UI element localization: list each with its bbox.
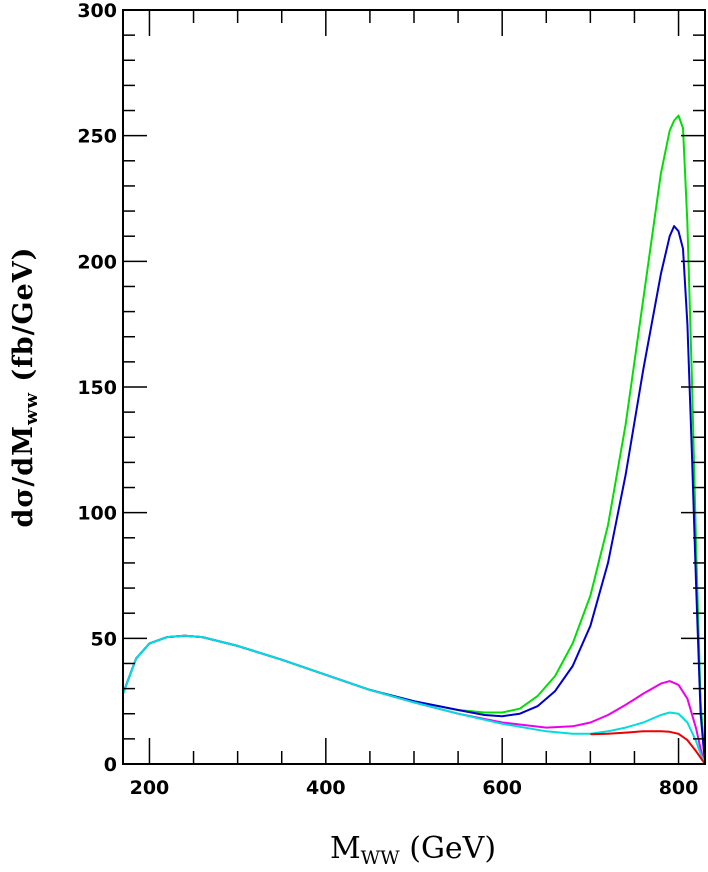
y-tick-label: 150 <box>77 377 117 399</box>
x-axis-title-main: M <box>330 831 361 866</box>
plot-curves <box>122 114 706 765</box>
series-line-2 <box>122 225 706 765</box>
y-tick-label: 0 <box>104 754 117 776</box>
y-tick-label: 200 <box>77 251 117 273</box>
series-line-5 <box>590 730 706 765</box>
x-axis-title: MWW (GeV) <box>330 831 496 869</box>
x-tick-label: 800 <box>659 777 699 799</box>
y-tick-label: 100 <box>77 503 117 525</box>
x-axis-title-sub: WW <box>361 847 401 869</box>
x-tick-label: 600 <box>482 777 522 799</box>
y-axis-title-pre: dσ/dM <box>8 425 39 527</box>
tick-labels: 200 400 600 800 0 50 100 150 200 250 300 <box>77 0 698 799</box>
y-axis-title-post: (fb/GeV) <box>8 247 39 393</box>
y-axis-title: dσ/dMww (fb/GeV) <box>8 247 42 528</box>
y-tick-label: 300 <box>77 0 117 22</box>
axis-ticks <box>123 9 705 765</box>
x-axis-title-unit: (GeV) <box>400 831 496 866</box>
series-line-1 <box>122 114 706 765</box>
x-tick-label: 400 <box>306 777 346 799</box>
y-axis-title-sub: ww <box>21 392 42 426</box>
y-tick-label: 50 <box>91 628 117 650</box>
plot-frame <box>122 9 706 765</box>
series-line-4 <box>122 634 706 765</box>
x-tick-label: 200 <box>130 777 170 799</box>
series-line-3 <box>122 634 706 765</box>
y-tick-label: 250 <box>77 126 117 148</box>
